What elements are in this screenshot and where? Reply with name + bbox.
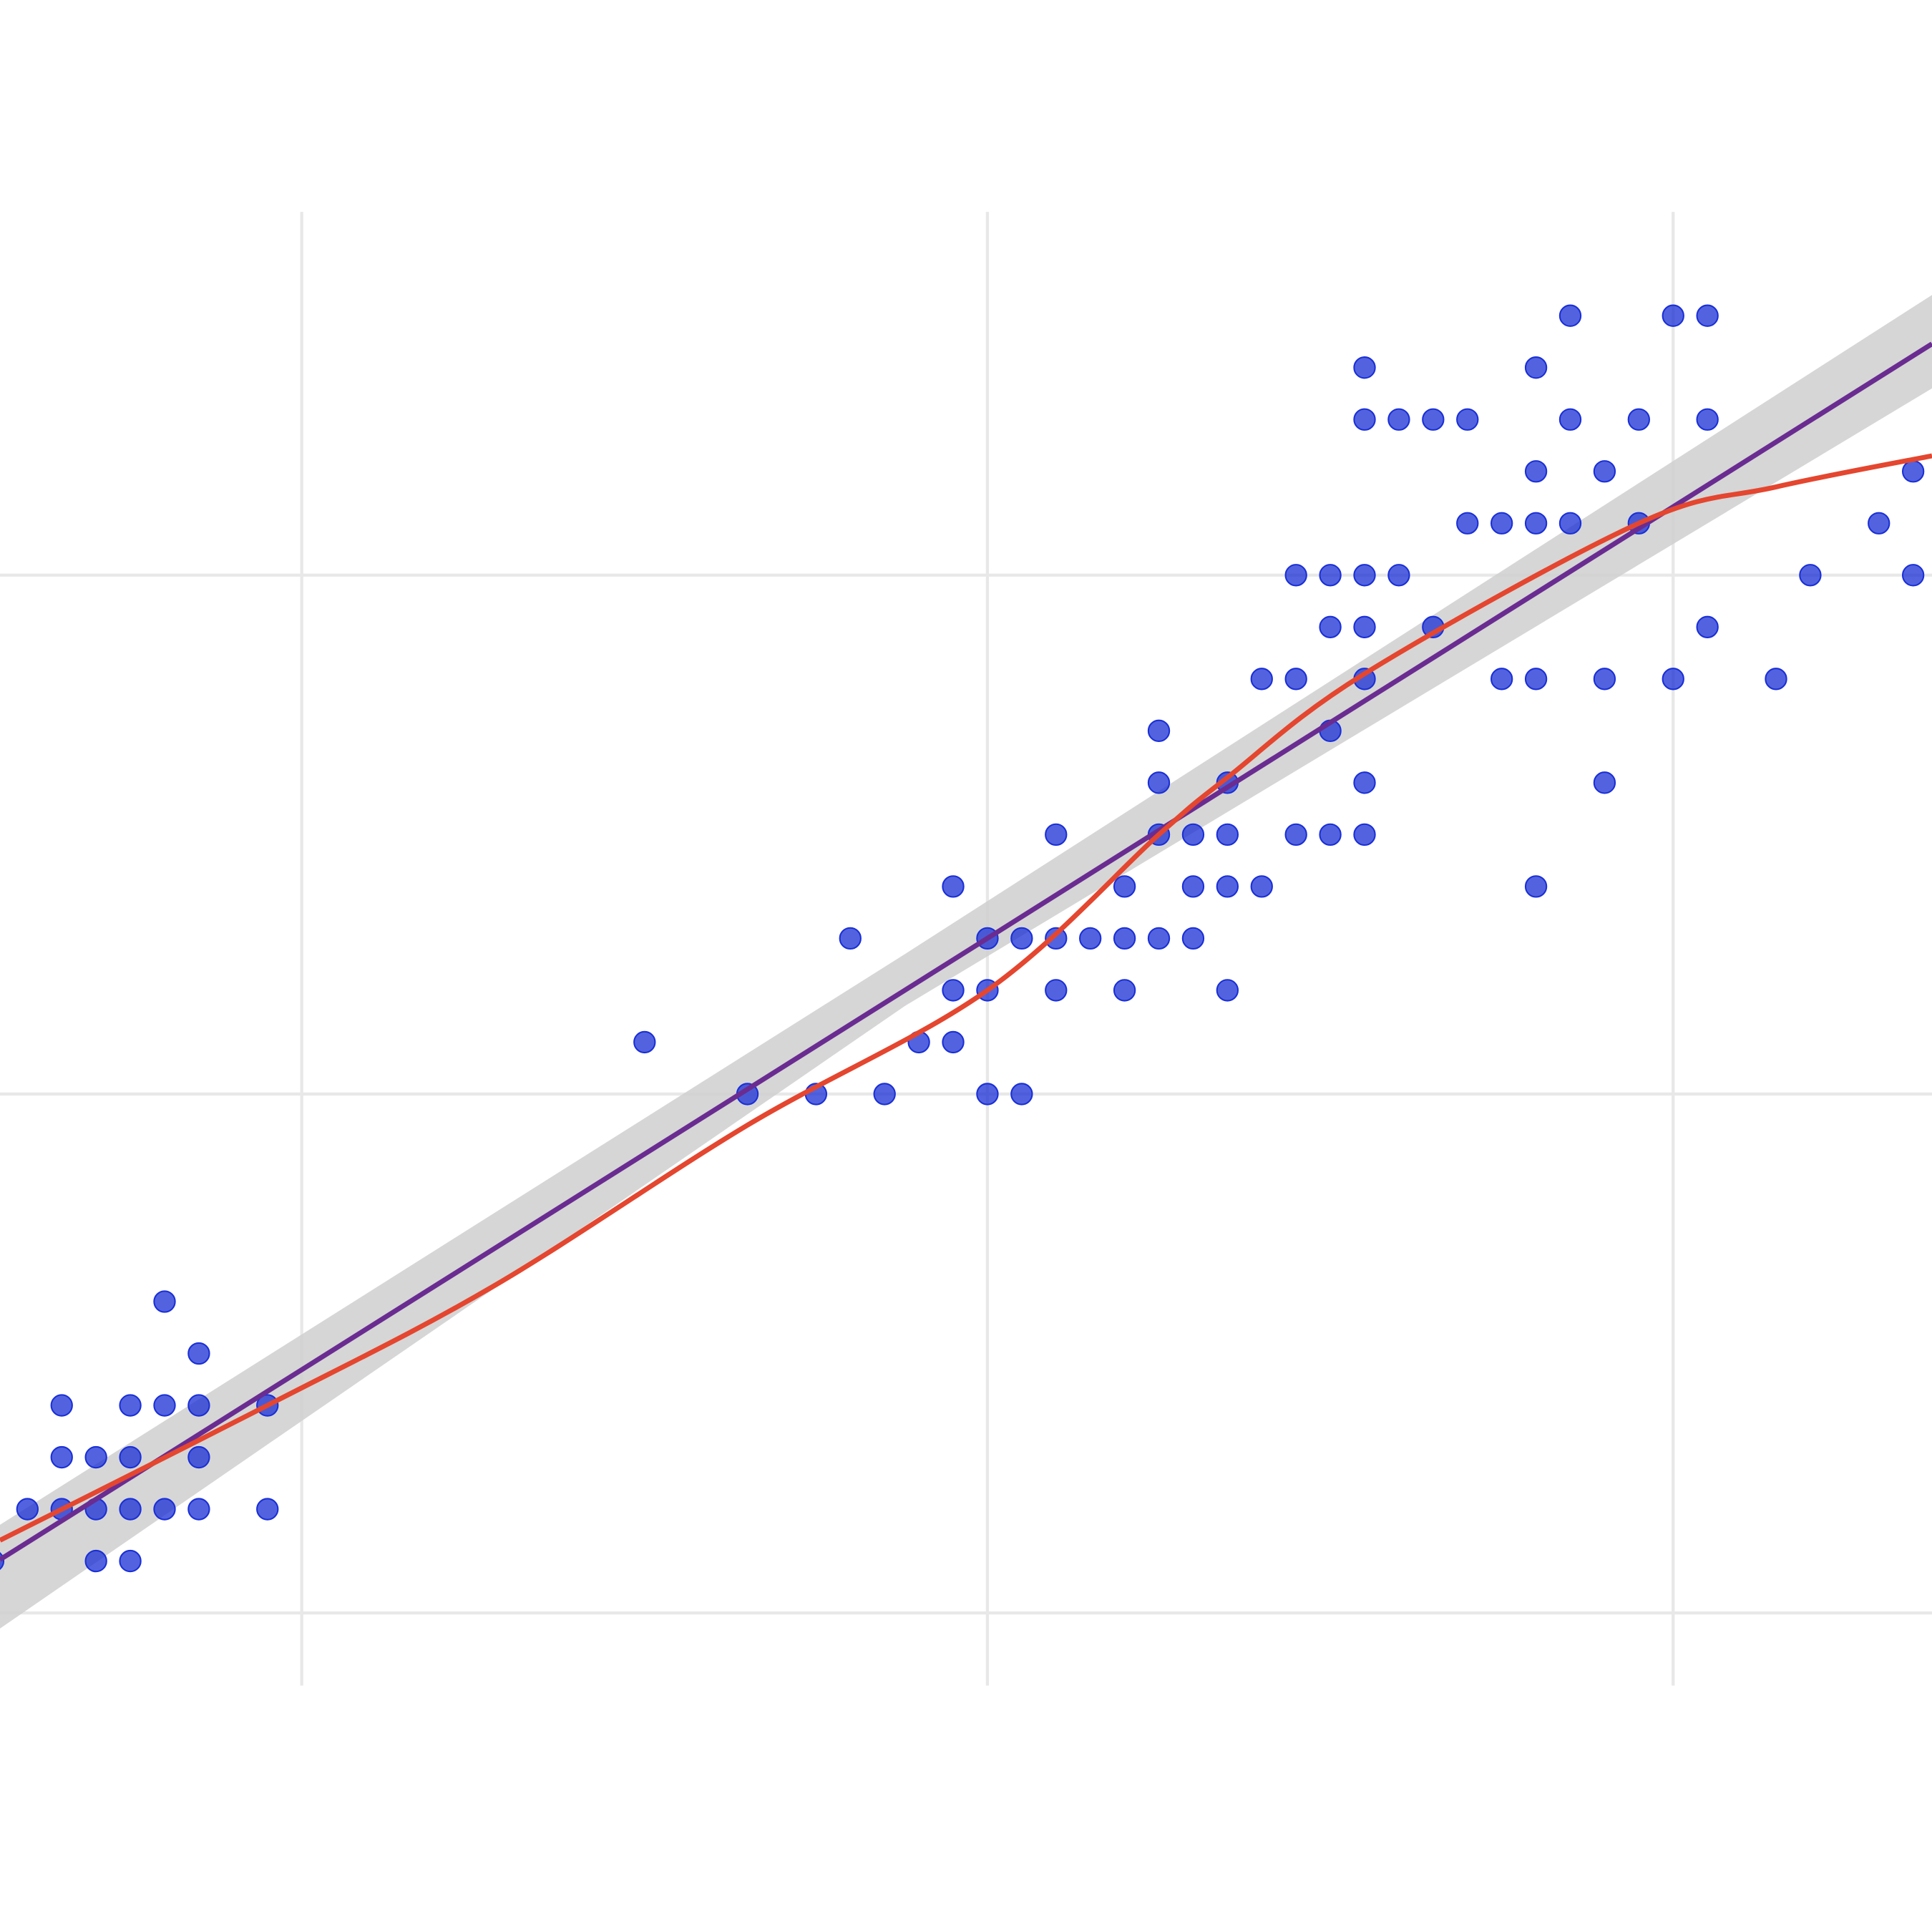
data-point (1250, 668, 1273, 691)
data-point (1319, 823, 1342, 847)
data-point (976, 1083, 999, 1106)
data-point (1045, 979, 1068, 1002)
data-point (1353, 823, 1376, 847)
data-point (942, 979, 965, 1002)
data-point (1387, 564, 1410, 587)
data-point (119, 1394, 142, 1417)
data-point (1113, 875, 1136, 898)
data-point (153, 1394, 176, 1417)
data-point (1353, 408, 1376, 431)
data-point (84, 1445, 107, 1469)
data-point (1696, 615, 1719, 638)
data-point (1319, 615, 1342, 638)
data-point (839, 927, 862, 950)
data-point (1113, 979, 1136, 1002)
data-point (187, 1445, 210, 1469)
data-point (187, 1342, 210, 1365)
data-point (1010, 927, 1033, 950)
data-point (1113, 927, 1136, 950)
data-point (1353, 356, 1376, 379)
data-point (1593, 771, 1616, 794)
data-point (1524, 356, 1548, 379)
data-point (1901, 460, 1925, 483)
data-point (84, 1549, 107, 1573)
data-point (1696, 304, 1719, 327)
data-point (16, 1498, 39, 1521)
data-point (1079, 927, 1102, 950)
data-point (1558, 408, 1582, 431)
data-point (1901, 564, 1925, 587)
data-point (942, 1030, 965, 1054)
data-point (1045, 823, 1068, 847)
data-point (1490, 512, 1513, 535)
data-point (153, 1498, 176, 1521)
data-point (1250, 875, 1273, 898)
data-point (1456, 512, 1479, 535)
data-point (1799, 564, 1822, 587)
data-point (1524, 460, 1548, 483)
data-point (50, 1394, 73, 1417)
data-point (1490, 668, 1513, 691)
data-point (1627, 408, 1650, 431)
data-point (1593, 668, 1616, 691)
data-point (942, 875, 965, 898)
data-point (119, 1445, 142, 1469)
data-point (1765, 668, 1787, 691)
data-point (1868, 512, 1890, 535)
data-point (1353, 771, 1376, 794)
data-point (1524, 512, 1548, 535)
data-point (1319, 564, 1342, 587)
data-point (1045, 927, 1068, 950)
data-point (1558, 512, 1582, 535)
data-point (1181, 927, 1205, 950)
data-point (633, 1030, 656, 1054)
data-point (1353, 615, 1376, 638)
data-point (187, 1394, 210, 1417)
smooth-fit-line (0, 453, 1932, 1543)
data-point (1181, 875, 1205, 898)
data-point (1524, 875, 1548, 898)
confidence-band (0, 295, 1932, 1629)
data-point (1662, 304, 1684, 327)
fit-lines (0, 341, 1932, 1562)
data-point (256, 1498, 279, 1521)
data-point (119, 1549, 142, 1573)
data-point (1010, 1083, 1033, 1106)
data-point (153, 1290, 176, 1313)
data-point (1284, 564, 1307, 587)
data-point (1216, 823, 1239, 847)
data-point (1147, 771, 1171, 794)
data-point (1558, 304, 1582, 327)
data-point (187, 1498, 210, 1521)
data-points (0, 304, 1925, 1573)
data-point (1216, 875, 1239, 898)
data-point (1387, 408, 1410, 431)
data-point (1696, 408, 1719, 431)
data-point (1422, 408, 1445, 431)
data-point (1284, 668, 1307, 691)
linear-fit-line (0, 341, 1932, 1562)
data-point (1147, 927, 1171, 950)
data-point (1353, 564, 1376, 587)
data-point (1147, 719, 1171, 742)
data-point (50, 1445, 73, 1469)
data-point (1524, 668, 1548, 691)
data-point (1593, 460, 1616, 483)
data-point (1181, 823, 1205, 847)
data-point (873, 1083, 896, 1106)
data-point (1456, 408, 1479, 431)
ci-band (0, 295, 1932, 1629)
data-point (119, 1498, 142, 1521)
data-point (1216, 979, 1239, 1002)
data-point (1662, 668, 1684, 691)
data-point (1284, 823, 1307, 847)
